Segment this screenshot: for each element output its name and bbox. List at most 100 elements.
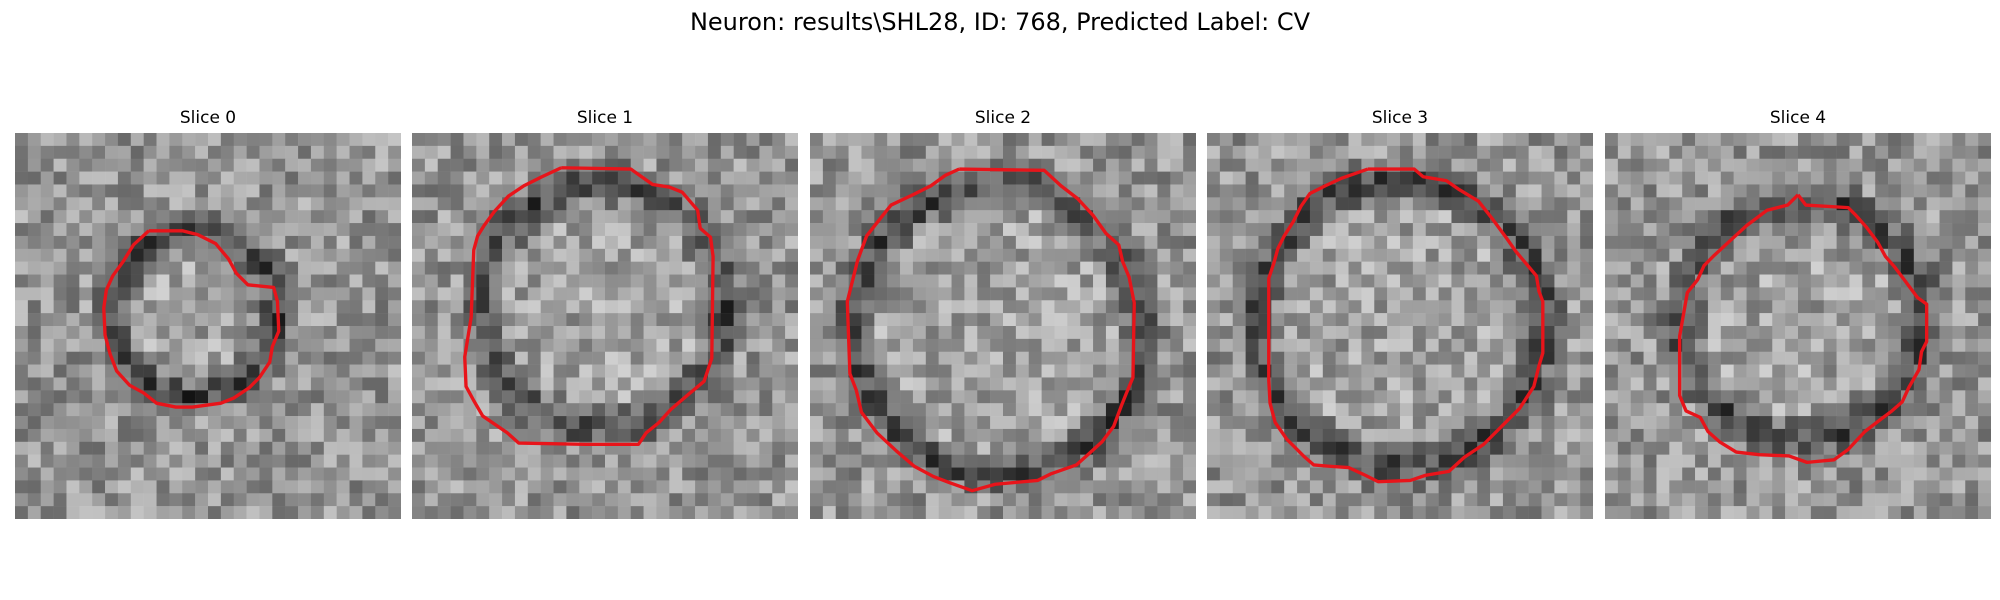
image-pixel — [579, 261, 593, 275]
image-pixel — [1567, 377, 1581, 391]
image-pixel — [1348, 248, 1362, 262]
image-pixel — [605, 248, 619, 262]
image-pixel — [772, 326, 786, 340]
image-pixel — [53, 287, 67, 301]
image-pixel — [1862, 287, 1876, 301]
image-pixel — [1157, 326, 1171, 340]
image-pixel — [527, 274, 541, 288]
image-pixel — [349, 480, 363, 494]
image-pixel — [746, 428, 760, 443]
image-pixel — [1490, 197, 1504, 211]
image-pixel — [1862, 377, 1876, 391]
image-pixel — [1605, 480, 1619, 494]
image-pixel — [1643, 454, 1657, 468]
image-pixel — [1425, 197, 1439, 211]
image-pixel — [1669, 313, 1683, 327]
image-pixel — [1978, 210, 1991, 224]
image-pixel — [1170, 287, 1184, 301]
image-pixel — [105, 506, 119, 519]
image-pixel — [1054, 274, 1068, 288]
image-pixel — [1183, 338, 1196, 352]
image-pixel — [1093, 467, 1107, 481]
image-pixel — [1297, 338, 1311, 352]
image-pixel — [1798, 184, 1812, 198]
image-pixel — [1041, 313, 1055, 327]
image-pixel — [285, 351, 299, 365]
image-pixel — [1207, 171, 1221, 185]
image-pixel — [656, 158, 670, 172]
image-pixel — [592, 223, 606, 237]
image-pixel — [375, 287, 389, 301]
image-pixel — [259, 506, 273, 519]
image-pixel — [912, 377, 927, 391]
image-pixel — [105, 145, 119, 159]
image-pixel — [605, 171, 619, 185]
image-pixel — [1772, 506, 1786, 519]
image-pixel — [643, 493, 657, 507]
image-pixel — [1400, 171, 1414, 185]
image-pixel — [682, 313, 696, 327]
image-pixel — [605, 210, 619, 224]
image-pixel — [1054, 287, 1068, 301]
image-pixel — [1567, 171, 1581, 185]
image-pixel — [1105, 171, 1120, 185]
image-pixel — [1054, 364, 1068, 378]
image-pixel — [27, 235, 41, 250]
image-pixel — [1374, 145, 1388, 159]
slice-title-3: Slice 3 — [1371, 108, 1429, 128]
image-pixel — [79, 326, 93, 340]
image-pixel — [1374, 428, 1388, 443]
image-pixel — [1464, 197, 1478, 211]
image-pixel — [1041, 235, 1055, 250]
image-pixel — [1297, 313, 1311, 327]
image-pixel — [1888, 377, 1902, 391]
image-pixel — [1054, 506, 1068, 519]
image-pixel — [1387, 171, 1401, 185]
image-pixel — [208, 171, 222, 185]
image-pixel — [1131, 403, 1145, 417]
image-pixel — [1900, 184, 1915, 198]
image-pixel — [861, 506, 875, 519]
image-pixel — [1567, 351, 1581, 365]
image-pixel — [220, 377, 234, 391]
image-pixel — [1978, 184, 1991, 198]
image-pixel — [1232, 210, 1246, 224]
image-pixel — [1464, 403, 1478, 417]
image-pixel — [1643, 184, 1657, 198]
figure-title: Neuron: results\SHL28, ID: 768, Predicte… — [689, 8, 1311, 36]
image-pixel — [349, 338, 363, 352]
image-pixel — [617, 210, 631, 224]
image-pixel — [1361, 133, 1375, 147]
image-pixel — [298, 377, 312, 391]
image-pixel — [66, 338, 80, 352]
image-pixel — [566, 133, 580, 147]
image-pixel — [143, 364, 157, 378]
image-pixel — [1952, 274, 1966, 288]
image-pixel — [502, 326, 516, 340]
image-pixel — [1695, 390, 1709, 404]
image-pixel — [27, 441, 41, 455]
image-pixel — [1105, 480, 1120, 494]
image-pixel — [759, 248, 773, 262]
image-pixel — [579, 248, 593, 262]
image-pixel — [977, 428, 991, 443]
image-pixel — [1400, 326, 1414, 340]
image-pixel — [1605, 377, 1619, 391]
image-pixel — [1567, 390, 1581, 404]
image-pixel — [53, 364, 67, 378]
image-pixel — [1862, 274, 1876, 288]
image-pixel — [553, 313, 567, 327]
image-pixel — [1605, 454, 1619, 468]
image-pixel — [1798, 338, 1812, 352]
image-pixel — [53, 248, 67, 262]
image-pixel — [92, 133, 106, 147]
image-pixel — [349, 428, 363, 443]
image-pixel — [1862, 467, 1876, 481]
image-pixel — [1400, 480, 1414, 494]
image-pixel — [1284, 248, 1298, 262]
image-pixel — [246, 145, 260, 159]
image-pixel — [1067, 351, 1081, 365]
image-pixel — [772, 248, 786, 262]
image-pixel — [1131, 223, 1145, 237]
image-pixel — [66, 261, 80, 275]
